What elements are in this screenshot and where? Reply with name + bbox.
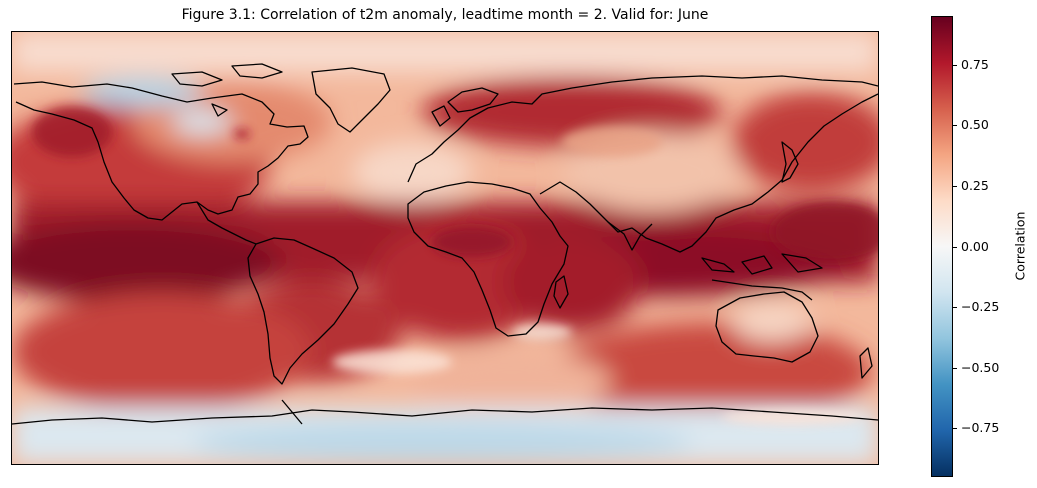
colorbar-tick-mark — [953, 367, 957, 369]
colorbar — [931, 16, 953, 477]
colorbar-ticks: −0.75 −0.50 −0.25 0.00 0.25 0.50 0.75 — [953, 16, 1013, 477]
colorbar-tick-label: 0.50 — [961, 117, 989, 133]
colorbar-tick-label: −0.50 — [961, 359, 1000, 375]
colorbar-tick-label: 0.00 — [961, 238, 989, 254]
colorbar-tick-mark — [953, 428, 957, 430]
colorbar-tick-mark — [953, 64, 957, 66]
colorbar-tick-label: −0.75 — [961, 420, 1000, 436]
colorbar-tick-label: 0.75 — [961, 56, 989, 72]
correlation-map — [11, 31, 879, 465]
colorbar-tick-label: 0.25 — [961, 177, 989, 193]
correlation-field — [12, 32, 878, 464]
colorbar-label: Correlation — [1012, 211, 1028, 281]
colorbar-tick-mark — [953, 125, 957, 127]
figure-title: Figure 3.1: Correlation of t2m anomaly, … — [181, 7, 709, 23]
colorbar-tick-label: −0.25 — [961, 299, 1000, 315]
colorbar-tick-mark — [953, 246, 957, 248]
colorbar-tick-mark — [953, 185, 957, 187]
colorbar-tick-mark — [953, 307, 957, 309]
coastlines — [12, 63, 878, 425]
